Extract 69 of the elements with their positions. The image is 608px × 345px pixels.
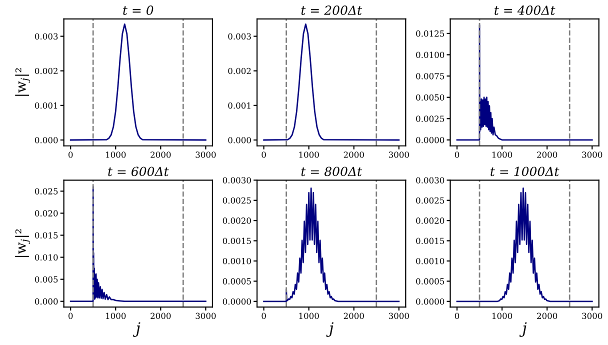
x-tick-label: 3000 (196, 152, 216, 158)
x-tick-label: 2000 (537, 152, 558, 158)
y-tick-label: 0.0125 (416, 30, 444, 37)
x-tick-label: 2000 (344, 152, 364, 158)
x-tick-label: 0 (262, 152, 266, 158)
chart-title: t = 600Δt (108, 166, 169, 176)
y-tick-label: 0.0010 (222, 258, 251, 264)
y-tick-label: 0.0000 (416, 298, 444, 305)
y-tick-label: 0.025 (34, 188, 58, 194)
x-tick-label: 3000 (582, 312, 602, 320)
y-tick-label: 0.015 (34, 232, 58, 239)
y-tick-label: 0.001 (34, 102, 58, 109)
y-tick-label: 0.003 (228, 33, 251, 40)
y-tick-label: 0.002 (34, 68, 58, 74)
y-tick-label: 0.0000 (222, 298, 251, 305)
y-tick-label: 0.0015 (222, 238, 251, 244)
y-tick-label: 0.0075 (416, 73, 444, 80)
x-axis-title: j (519, 322, 527, 337)
x-tick-label: 0 (262, 312, 266, 320)
x-tick-label: 1000 (492, 312, 512, 320)
y-tick-label: 0.010 (34, 254, 58, 261)
y-tick-label: 0.0025 (222, 197, 251, 204)
y-tick-label: 0.0030 (416, 177, 444, 184)
y-tick-label: 0.0020 (222, 218, 251, 224)
x-axis-title: j (326, 322, 334, 337)
y-tick-label: 0.0050 (416, 94, 444, 101)
x-tick-label: 3000 (388, 152, 409, 158)
y-tick-label: 0.0100 (416, 52, 444, 58)
y-tick-label: 0.000 (34, 136, 58, 144)
x-tick-label: 3000 (582, 152, 602, 158)
x-tick-label: 1000 (492, 152, 512, 158)
y-tick-label: 0.0010 (416, 258, 444, 264)
chart-title: t = 800Δt (301, 166, 362, 176)
x-tick-label: 3000 (388, 312, 409, 320)
x-tick-label: 0 (68, 152, 73, 158)
y-tick-label: 0.000 (34, 298, 58, 305)
y-tick-label: 0.002 (228, 68, 251, 74)
y-tick-label: 0.0015 (416, 238, 444, 244)
y-tick-label: 0.001 (228, 102, 250, 109)
y-tick-label: 0.0025 (416, 116, 444, 122)
chart-title: t = 0 (123, 6, 154, 15)
x-tick-label: 0 (454, 312, 460, 320)
x-tick-label: 2000 (537, 312, 558, 320)
y-tick-label: 0.0005 (222, 278, 251, 284)
x-tick-label: 1000 (106, 152, 126, 158)
y-axis-title: |w$_{j}$|² (15, 229, 30, 258)
x-tick-label: 1000 (299, 312, 319, 320)
x-tick-label: 0 (454, 152, 460, 158)
chart-title: t = 200Δt (301, 6, 362, 15)
x-tick-label: 1000 (106, 312, 126, 320)
y-tick-label: 0.000 (228, 136, 251, 144)
y-tick-label: 0.0020 (416, 218, 444, 224)
y-tick-label: 0.0000 (416, 136, 444, 144)
y-axis-title: |w$_{j}$|² (15, 68, 30, 96)
x-axis-title: j (132, 322, 140, 337)
x-tick-label: 2000 (344, 312, 364, 320)
x-tick-label: 3000 (196, 312, 216, 320)
y-tick-label: 0.005 (34, 276, 58, 283)
x-tick-label: 1000 (299, 152, 319, 158)
y-tick-label: 0.0005 (416, 278, 444, 284)
chart-title: t = 400Δt (494, 6, 556, 15)
y-tick-label: 0.0025 (416, 197, 444, 204)
y-tick-label: 0.020 (34, 210, 58, 216)
x-tick-label: 2000 (150, 152, 171, 158)
x-tick-label: 0 (68, 312, 73, 320)
y-tick-label: 0.003 (34, 33, 58, 40)
x-tick-label: 2000 (150, 312, 171, 320)
y-tick-label: 0.0030 (222, 177, 251, 184)
chart-title: t = 1000Δt (490, 166, 560, 176)
